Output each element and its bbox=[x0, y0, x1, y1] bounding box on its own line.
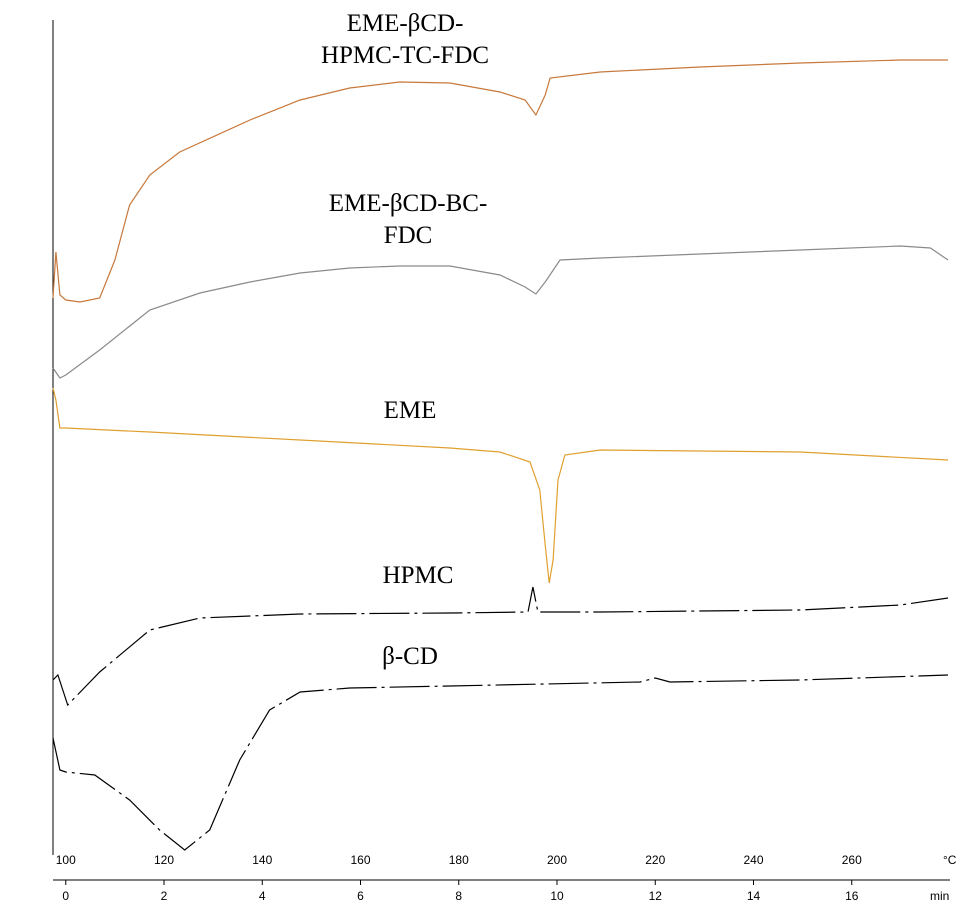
series-line bbox=[52, 387, 949, 584]
series-label: EME-βCD- HPMC-TC-FDC bbox=[321, 10, 489, 69]
x-tick-label: 8 bbox=[455, 889, 462, 903]
label-line: HPMC-TC-FDC bbox=[321, 42, 489, 69]
x2-tick-label: 100 bbox=[56, 853, 76, 867]
x-tick-label: 4 bbox=[259, 889, 266, 903]
x2-tick-label: 160 bbox=[350, 853, 370, 867]
series-label: EME bbox=[384, 397, 437, 424]
x-tick-label: 14 bbox=[747, 889, 761, 903]
label-line: β-CD bbox=[382, 643, 438, 670]
x2-tick-label: 240 bbox=[743, 853, 763, 867]
x2-tick-label: 200 bbox=[547, 853, 567, 867]
series-line bbox=[52, 586, 949, 707]
series-label: EME-βCD-BC- FDC bbox=[329, 190, 488, 249]
x2-tick-label: 260 bbox=[842, 853, 862, 867]
series-label: β-CD bbox=[382, 643, 438, 670]
label-line: EME-βCD- bbox=[347, 10, 464, 37]
x-tick-label: 10 bbox=[550, 889, 564, 903]
x-tick-label: 6 bbox=[357, 889, 364, 903]
label-line: EME bbox=[384, 397, 437, 424]
x2-tick-label: 120 bbox=[154, 853, 174, 867]
x2-tick-label: 180 bbox=[449, 853, 469, 867]
x2-tick-label: 140 bbox=[252, 853, 272, 867]
x-tick-label: 0 bbox=[62, 889, 69, 903]
series-line bbox=[52, 59, 948, 303]
x2-tick-label: 220 bbox=[645, 853, 665, 867]
series-label: HPMC bbox=[383, 562, 454, 589]
x-unit: min bbox=[930, 889, 949, 903]
label-line: HPMC bbox=[383, 562, 454, 589]
label-line: FDC bbox=[384, 222, 433, 249]
x-tick-label: 2 bbox=[161, 889, 168, 903]
x-tick-label: 16 bbox=[845, 889, 859, 903]
series-line bbox=[52, 245, 949, 379]
series-line bbox=[52, 674, 949, 851]
x-tick-label: 12 bbox=[649, 889, 663, 903]
x2-unit: °C bbox=[943, 853, 957, 867]
label-line: EME-βCD-BC- bbox=[329, 190, 488, 217]
